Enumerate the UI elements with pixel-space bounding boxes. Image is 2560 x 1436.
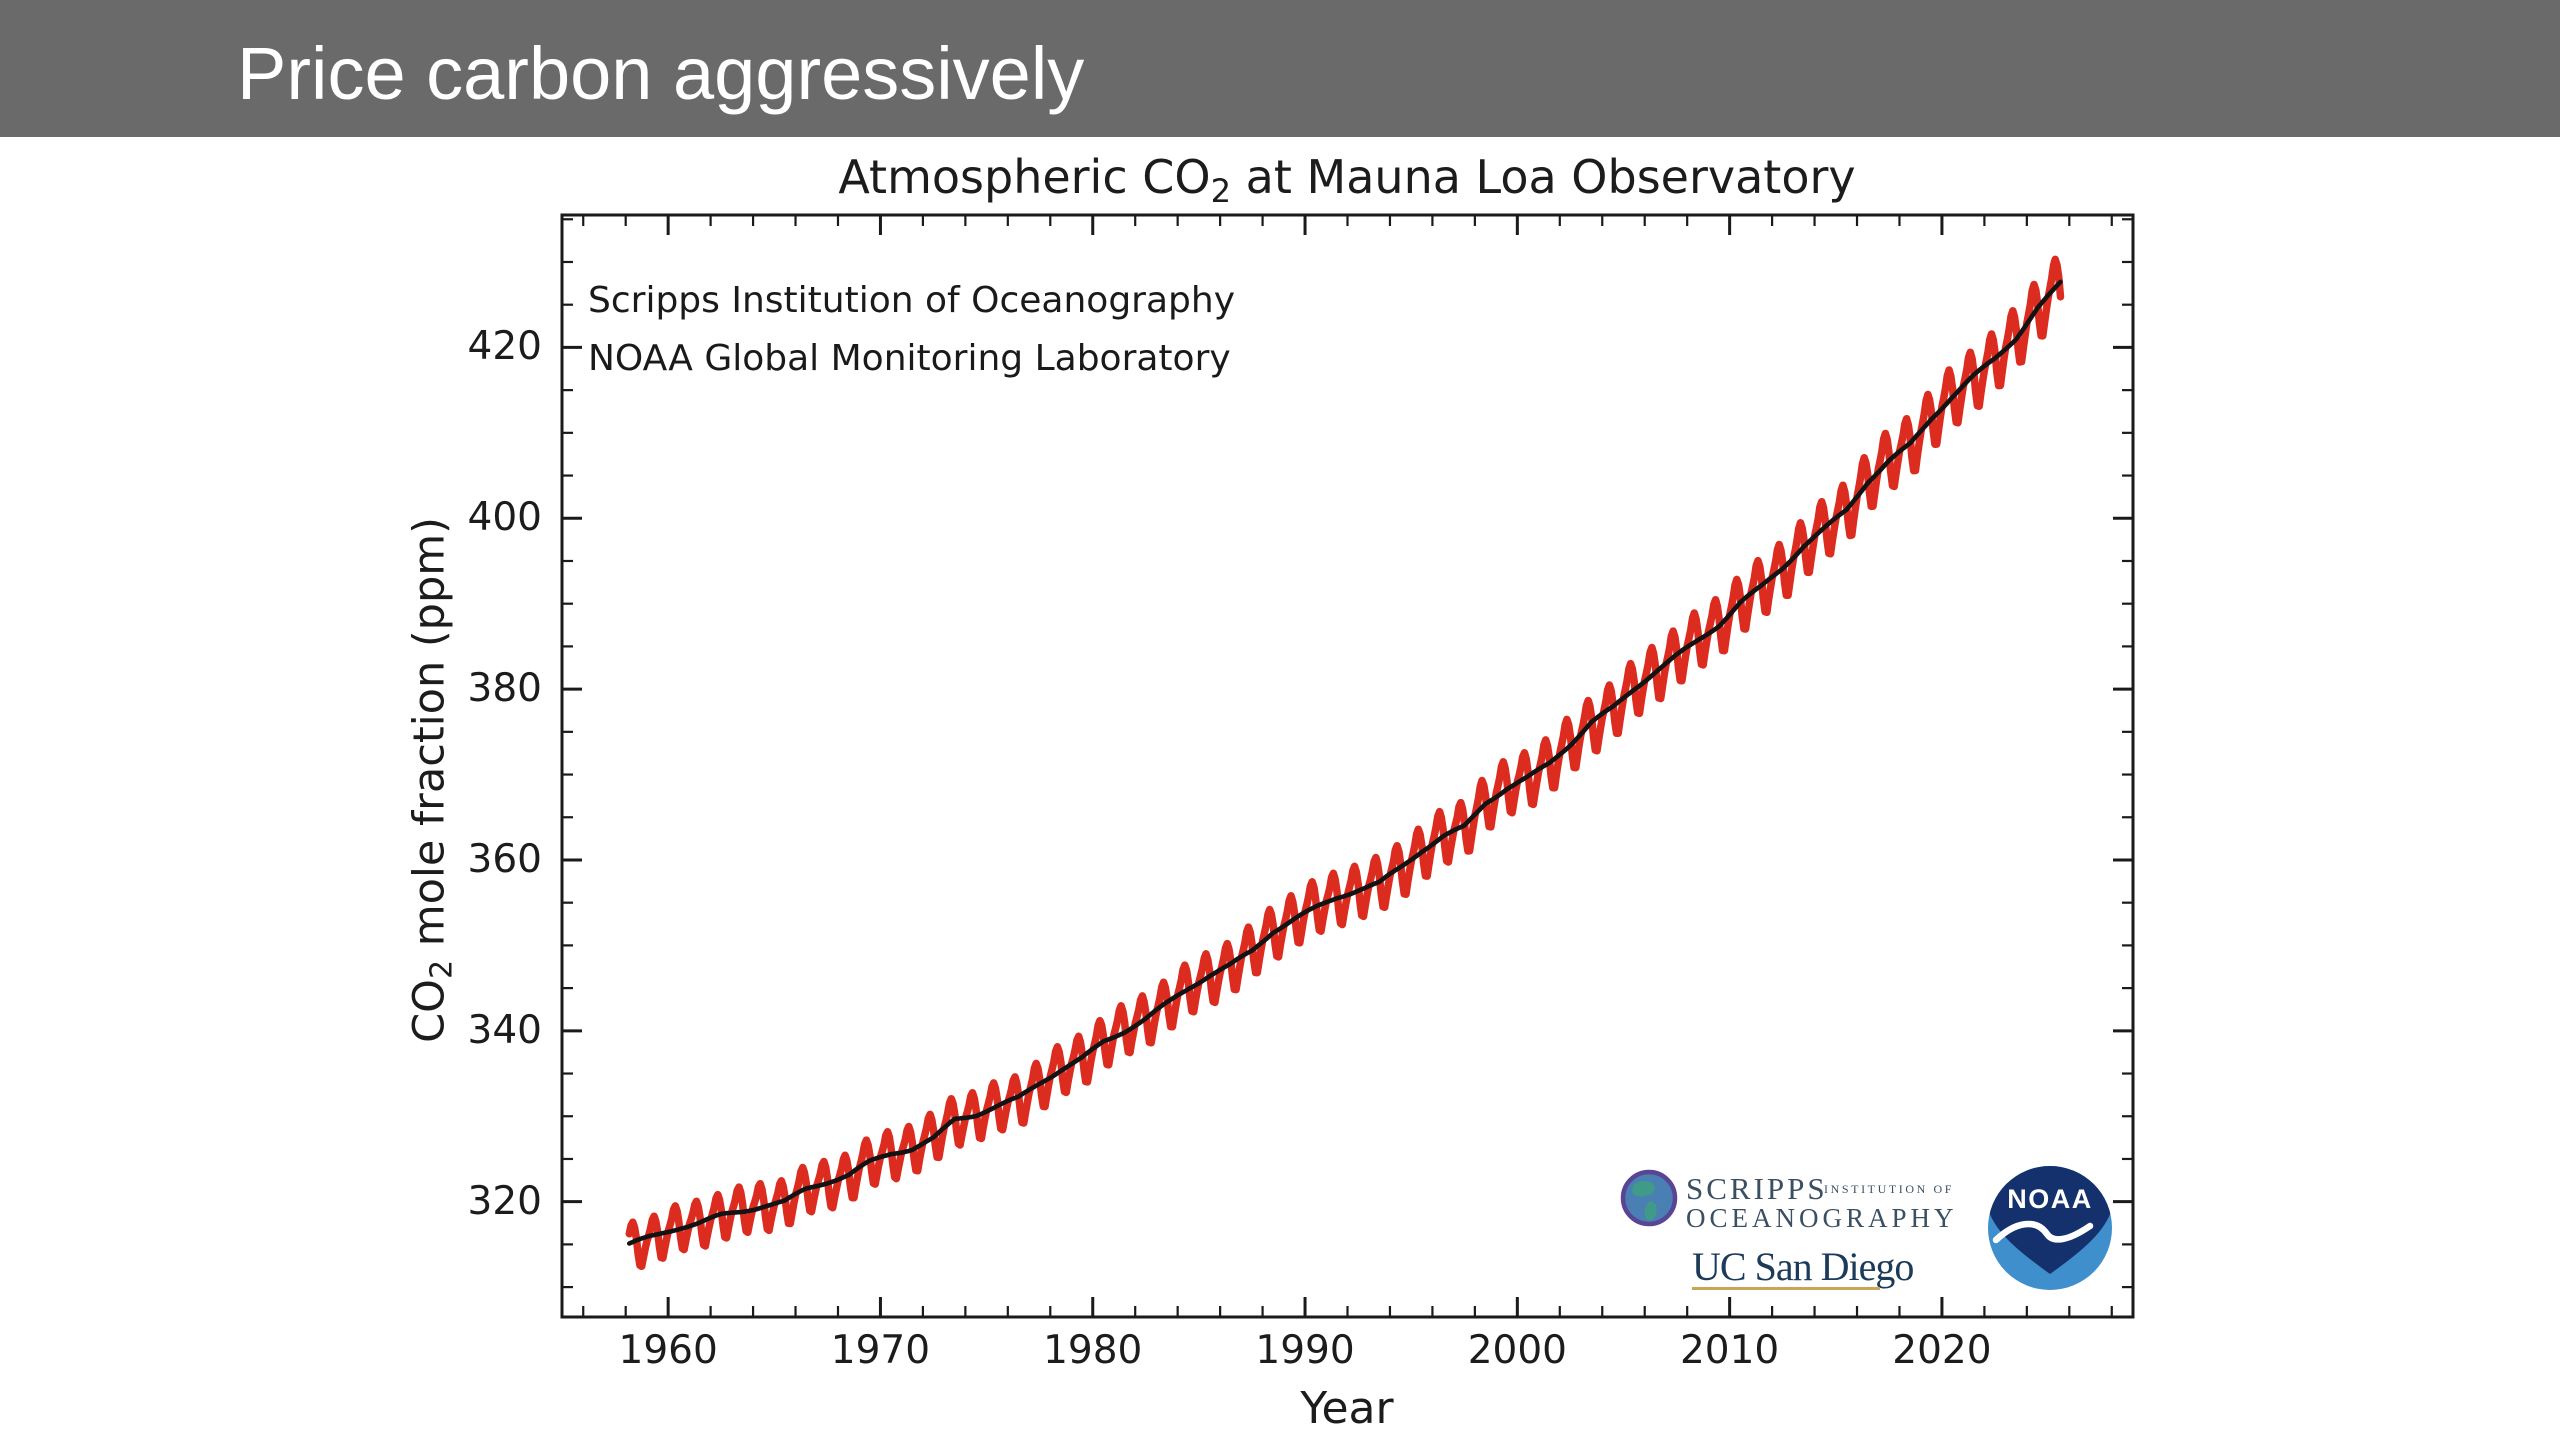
- scripps-wordmark: SCRIPPS: [1686, 1171, 1828, 1206]
- plot-axes: [560, 213, 2135, 1319]
- y-axis-label: CO2 mole fraction (ppm): [404, 517, 459, 1043]
- ucsd-wordmark: UC San Diego: [1692, 1244, 1913, 1289]
- x-tick-label: 2000: [1467, 1328, 1567, 1373]
- noaa-label: NOAA: [2007, 1184, 2093, 1214]
- plot-border: [560, 213, 2135, 1319]
- scripps-logo: SCRIPPS INSTITUTION OF OCEANOGRAPHY UC S…: [1620, 1169, 1958, 1290]
- x-tick-label: 2020: [1892, 1328, 1992, 1373]
- noaa-logo: NOAA: [1988, 1166, 2112, 1290]
- noaa-kite-shape: [1988, 1166, 2112, 1274]
- noaa-seagull-icon: [1992, 1220, 2094, 1244]
- y-tick-label: 400: [467, 495, 542, 541]
- chart-title: Atmospheric CO2 at Mauna Loa Observatory: [647, 150, 2047, 210]
- data-series: [625, 255, 2065, 1271]
- trend-co2-series-line: [627, 279, 2063, 1246]
- annotation-noaa: NOAA Global Monitoring Laboratory: [588, 338, 1231, 379]
- y-tick-label: 340: [467, 1007, 542, 1053]
- slide-title: Price carbon aggressively: [237, 32, 1085, 115]
- ucsd-gold-underline: [1692, 1287, 1880, 1290]
- x-tick-label: 1980: [1043, 1328, 1143, 1373]
- y-tick-label: 380: [467, 666, 542, 712]
- chart-title-subscript: 2: [1210, 172, 1232, 211]
- chart-title-text-2: at Mauna Loa Observatory: [1231, 150, 1856, 204]
- scripps-institution-of: INSTITUTION OF: [1824, 1182, 1954, 1196]
- x-tick-label: 1990: [1255, 1328, 1355, 1373]
- y-tick-label: 360: [467, 836, 542, 882]
- x-tick-label: 2010: [1679, 1328, 1780, 1373]
- x-tick-label: 1970: [830, 1328, 931, 1373]
- y-axis-label-subscript: 2: [424, 959, 460, 980]
- y-axis-label-text-2: mole fraction (ppm): [404, 517, 455, 960]
- annotation-scripps: Scripps Institution of Oceanography: [588, 280, 1235, 321]
- monthly-co2-series-line: [625, 255, 2065, 1271]
- header-bar: Price carbon aggressively: [0, 0, 2560, 137]
- x-tick-label: 1960: [618, 1328, 718, 1373]
- x-axis-label: Year: [1300, 1383, 1394, 1434]
- globe-icon: [1620, 1169, 1678, 1227]
- y-tick-label: 320: [467, 1178, 542, 1224]
- header-background: [0, 0, 2560, 137]
- chart-title-text: Atmospheric CO: [838, 150, 1211, 204]
- y-tick-label: 420: [467, 324, 542, 370]
- scripps-oceanography: OCEANOGRAPHY: [1686, 1203, 1958, 1233]
